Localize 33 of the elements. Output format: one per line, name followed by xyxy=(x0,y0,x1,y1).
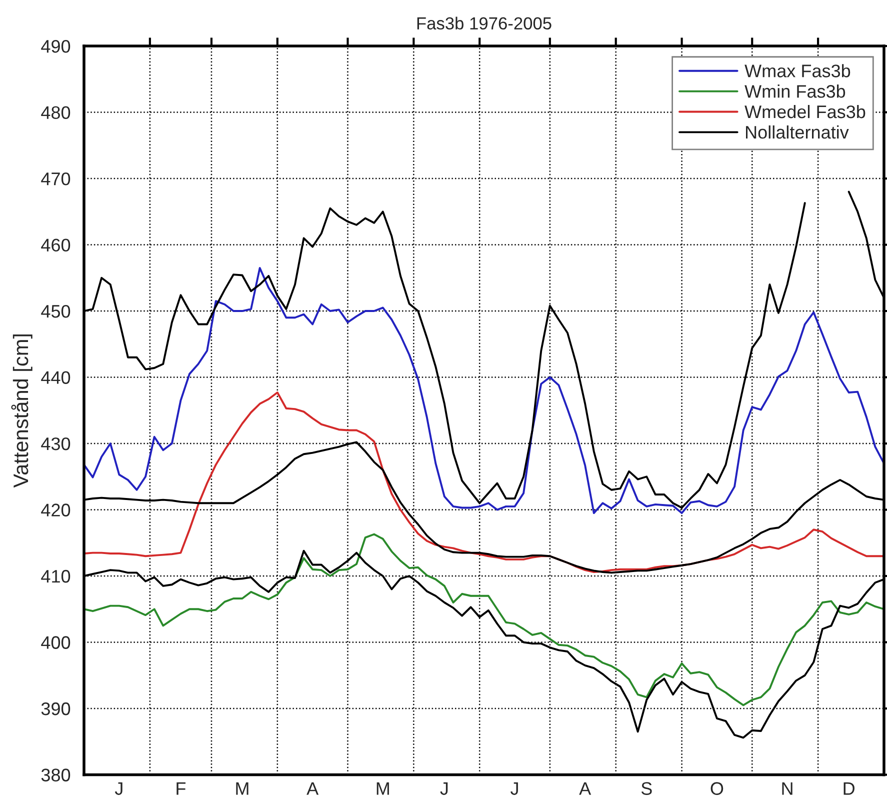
y-tick-label: 450 xyxy=(41,304,70,318)
x-tick-label: A xyxy=(579,782,592,795)
x-tick-label: F xyxy=(176,782,186,795)
y-tick-label: 470 xyxy=(41,172,70,186)
y-tick-label: 390 xyxy=(41,702,70,716)
x-tick-label: S xyxy=(641,782,652,795)
x-tick-label: M xyxy=(236,782,248,795)
y-tick-label: 380 xyxy=(41,768,70,782)
x-tick-label: A xyxy=(306,782,319,795)
x-tick-label: J xyxy=(440,782,448,795)
legend-label: Wmin Fas3b xyxy=(744,84,846,98)
y-tick-label: 410 xyxy=(41,570,70,583)
x-tick-label: J xyxy=(510,782,518,795)
y-tick-label: 400 xyxy=(41,636,70,649)
legend-label: Nollalternativ xyxy=(746,125,849,139)
y-tick-label: 460 xyxy=(41,238,70,252)
y-tick-label: 490 xyxy=(41,40,70,53)
x-tick-label: O xyxy=(710,782,724,795)
x-tick-label: M xyxy=(376,782,389,795)
x-tick-label: D xyxy=(844,782,854,795)
y-tick-label: 480 xyxy=(41,106,70,119)
x-tick-label: J xyxy=(114,782,122,795)
legend-label: Wmax Fas3b xyxy=(744,64,850,78)
y-tick-label: 440 xyxy=(41,371,70,384)
y-tick-label: 430 xyxy=(41,437,70,450)
x-tick-label: N xyxy=(782,782,792,795)
y-axis-title: Vattenstånd [cm] xyxy=(11,334,32,488)
chart-title: Fas3b 1976-2005 xyxy=(417,16,552,30)
line-series xyxy=(84,392,884,573)
line-series xyxy=(84,266,884,514)
legend-label: Wmedel Fas3b xyxy=(744,104,866,118)
y-tick-label: 420 xyxy=(41,504,70,516)
line-series xyxy=(84,533,884,706)
